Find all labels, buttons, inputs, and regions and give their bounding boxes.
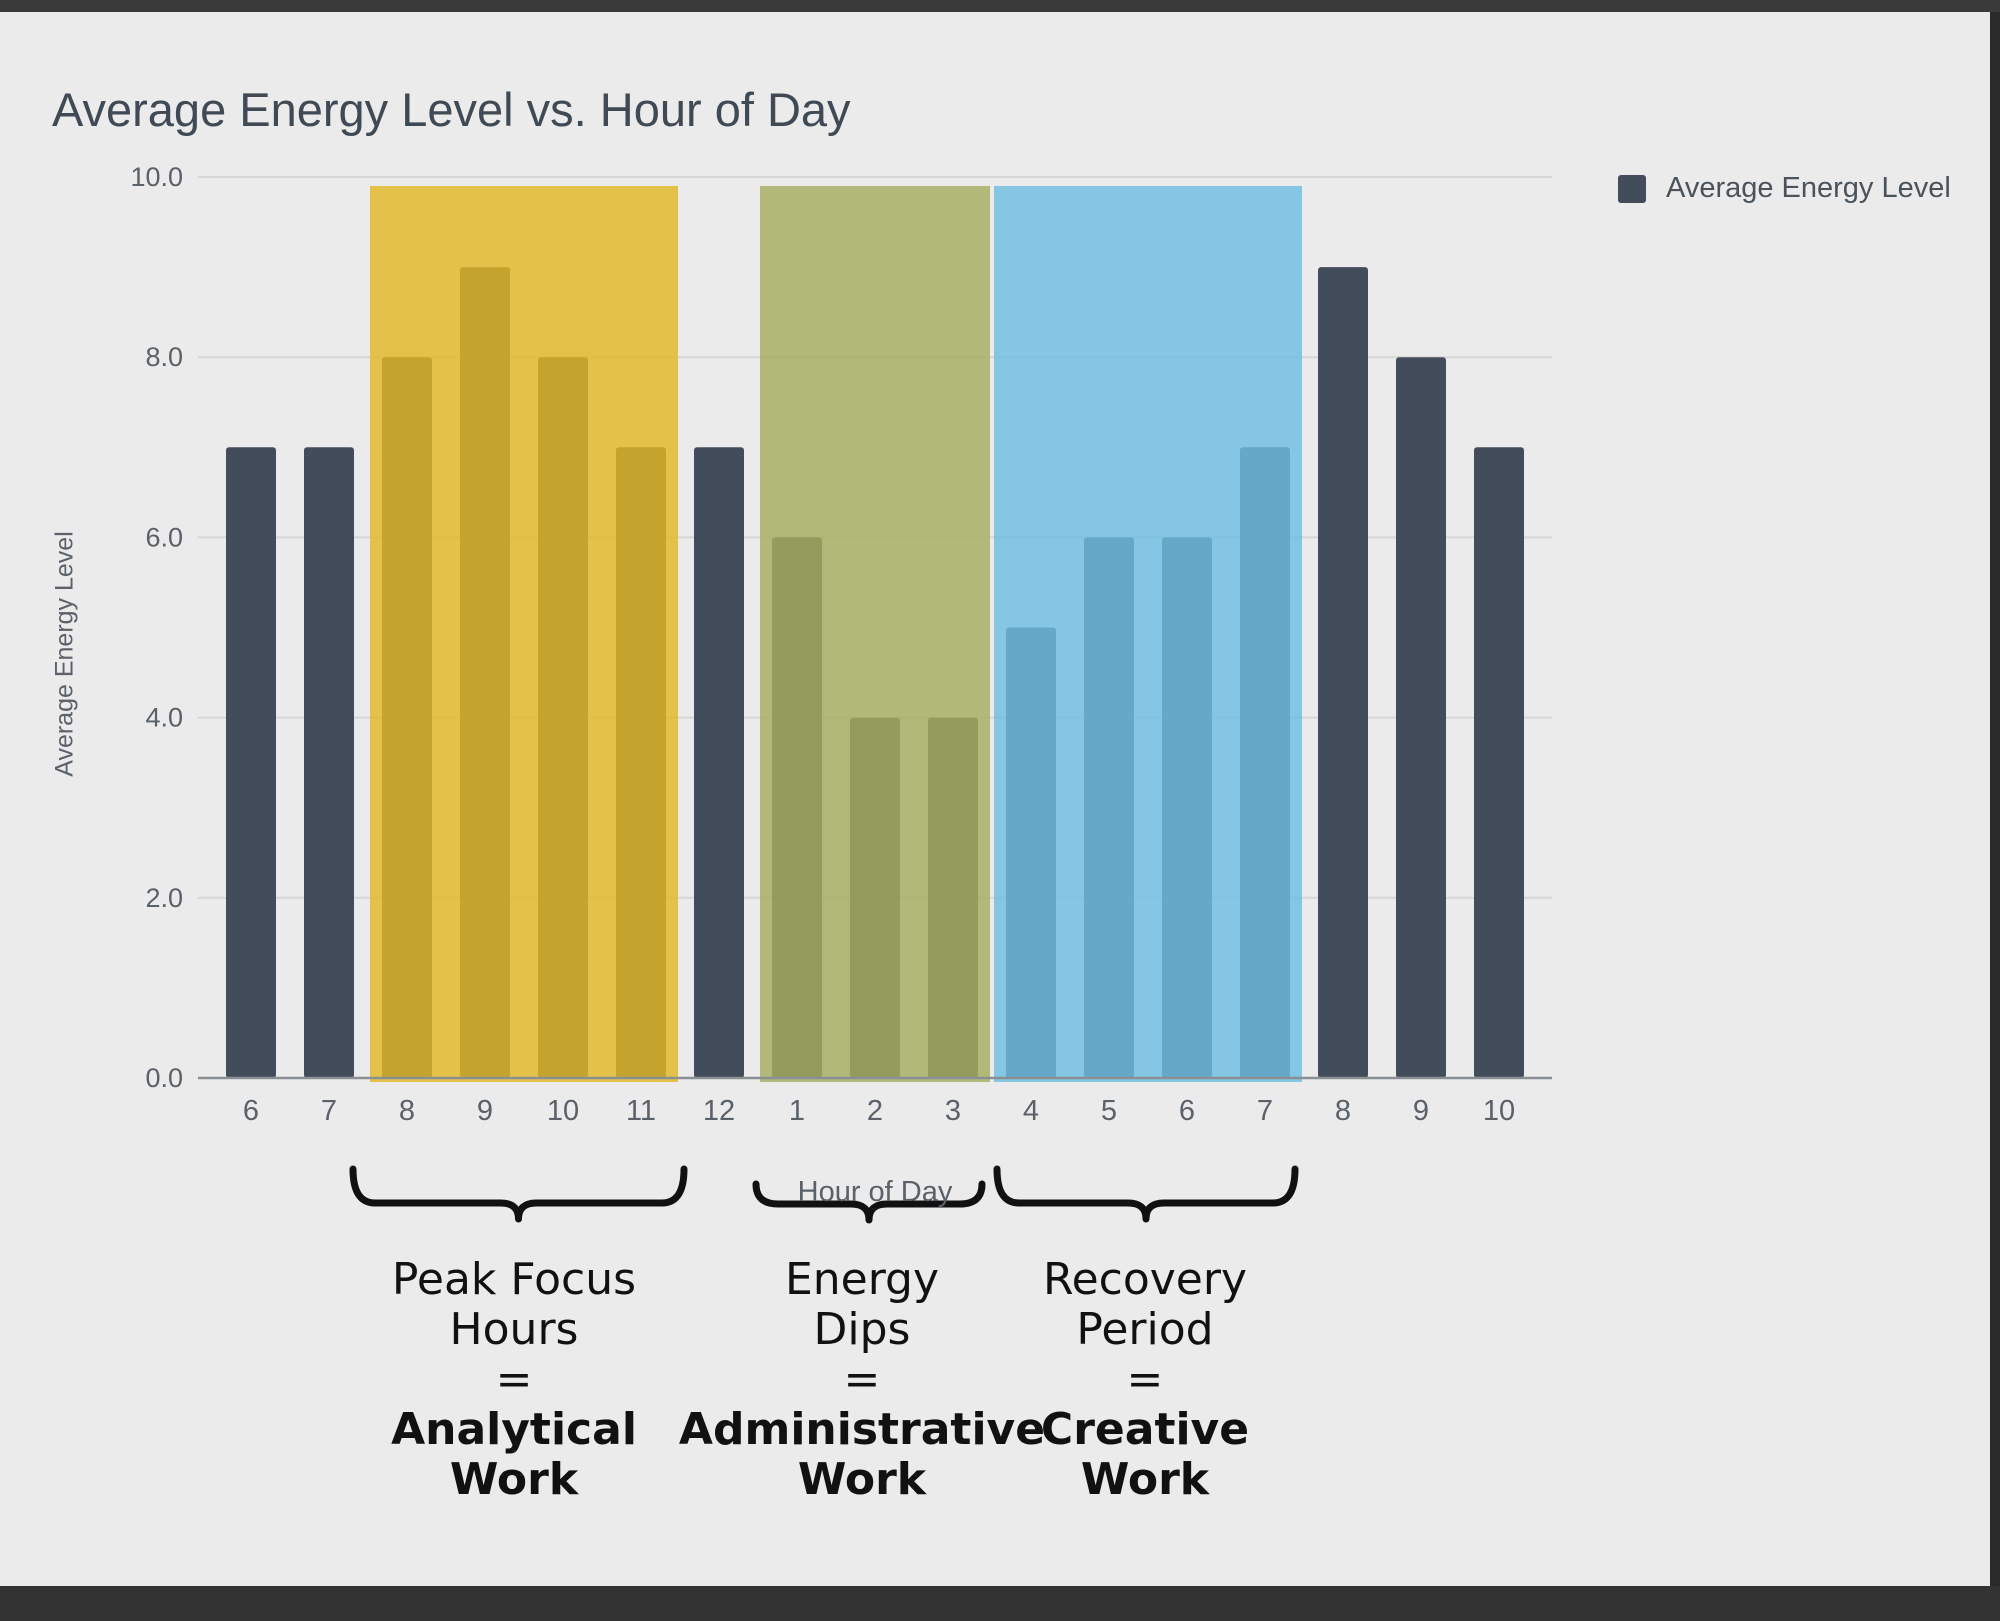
chart-title: Average Energy Level vs. Hour of Day xyxy=(52,83,851,136)
annotation-bold: Work xyxy=(449,1454,579,1505)
x-tick-label: 10 xyxy=(1483,1095,1515,1127)
x-axis-label: Hour of Day xyxy=(797,1176,953,1208)
x-tick-label: 2 xyxy=(867,1095,883,1127)
brace-creative xyxy=(993,1165,1299,1223)
annotation-bold: Creative xyxy=(1040,1404,1250,1455)
legend-swatch xyxy=(1618,174,1646,203)
annotation-analytical: Peak Focus Hours = Analytical Work xyxy=(391,1255,637,1505)
screen-top-edge xyxy=(0,0,2000,12)
x-tick-label: 6 xyxy=(1179,1095,1195,1127)
annotation-bold: Analytical xyxy=(391,1404,637,1455)
bar-chart: 0.02.04.06.08.010.06 7 8 9 10 11 12 1 2 3 4 5 6 7 8 9 10 xyxy=(130,162,1552,1224)
x-tick-label: 9 xyxy=(1413,1095,1429,1127)
x-tick-label: 10 xyxy=(547,1095,579,1127)
legend-label: Average Energy Level xyxy=(1666,172,1951,204)
annotation-line: Hours xyxy=(449,1304,579,1355)
annotation-administrative: Energy Dips = Administrative Work xyxy=(679,1255,1045,1505)
screen-bottom-edge xyxy=(0,1586,2000,1621)
x-tick-label: 4 xyxy=(1023,1095,1039,1127)
bar xyxy=(226,447,276,1078)
annotation-line: Dips xyxy=(813,1304,911,1355)
x-tick-label: 11 xyxy=(626,1095,656,1127)
y-tick-label: 10.0 xyxy=(130,162,183,192)
y-tick-label: 6.0 xyxy=(145,522,183,552)
annotation-line: Recovery xyxy=(1042,1254,1248,1305)
annotation-bold: Administrative xyxy=(678,1404,1046,1455)
x-tick-label: 8 xyxy=(399,1095,415,1127)
annotation-bold: Work xyxy=(1080,1454,1210,1505)
bar xyxy=(1474,447,1524,1078)
x-tick-label: 5 xyxy=(1101,1095,1117,1127)
brace-administrative xyxy=(752,1180,986,1224)
y-tick-label: 8.0 xyxy=(145,342,183,372)
bar xyxy=(1318,267,1368,1079)
x-tick-label: 3 xyxy=(945,1095,961,1127)
x-tick-label: 9 xyxy=(477,1095,493,1127)
annotation-line: Period xyxy=(1076,1304,1214,1355)
bar xyxy=(1396,357,1446,1078)
annotation-equals: = xyxy=(495,1354,533,1405)
legend: Average Energy Level xyxy=(1618,172,1951,205)
annotation-equals: = xyxy=(843,1354,881,1405)
annotation-line: Energy xyxy=(784,1254,940,1305)
x-tick-label: 7 xyxy=(1257,1095,1273,1127)
chart-slide: 0.0 2.0 4.0 6.0 8.0 10.0 6 7 8 9 10 11 12 1 2 3 4 5 6 7 8 9 10… xyxy=(0,12,1990,1586)
brace-analytical xyxy=(349,1165,688,1223)
y-tick-label: 2.0 xyxy=(145,883,183,913)
highlight-band xyxy=(760,186,990,1082)
y-tick-label: 0.0 xyxy=(145,1063,183,1093)
x-tick-label: 6 xyxy=(243,1095,259,1127)
x-tick-label: 12 xyxy=(703,1095,735,1127)
highlight-band xyxy=(994,186,1302,1082)
x-tick-label: 7 xyxy=(321,1095,337,1127)
y-axis-label-text: Average Energy Level xyxy=(50,531,79,777)
x-tick-label: 1 xyxy=(789,1095,805,1127)
bar xyxy=(304,447,354,1078)
y-tick-label: 4.0 xyxy=(145,703,183,733)
annotation-equals: = xyxy=(1126,1354,1164,1405)
x-tick-label: 8 xyxy=(1335,1095,1351,1127)
annotation-creative: Recovery Period = Creative Work xyxy=(1041,1255,1249,1505)
annotation-bold: Work xyxy=(797,1454,927,1505)
highlight-band xyxy=(370,186,678,1082)
annotation-line: Peak Focus xyxy=(391,1254,637,1305)
bar xyxy=(694,447,744,1078)
